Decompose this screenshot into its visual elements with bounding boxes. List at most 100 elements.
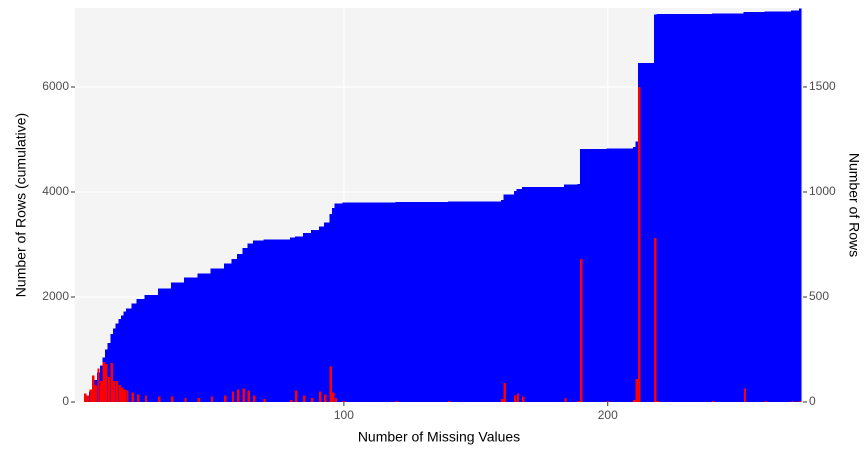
count-bar [136,394,140,402]
count-bar [332,392,335,402]
x-tick-label: 200 [598,408,618,422]
count-bar [223,395,227,402]
count-bar [121,387,124,402]
count-bar [263,398,266,402]
count-bar [799,400,802,402]
y2-tick-label: 1500 [809,79,836,93]
count-bar [197,397,200,402]
cumulative-bar [136,299,145,402]
cumulative-bar [606,148,633,402]
cumulative-bar [252,240,264,402]
count-bar [89,389,92,402]
count-bar [131,392,134,402]
cumulative-bar [310,229,319,402]
count-bar [126,390,129,402]
count-bar [656,400,660,402]
count-bar [84,393,87,402]
cumulative-bar [184,277,198,402]
count-bar [342,400,346,402]
cumulative-bar [144,294,158,402]
count-bar [329,366,332,402]
y-tick-label: 4000 [42,184,69,198]
cumulative-bar [120,315,124,402]
y-tick-label: 0 [62,394,69,408]
cumulative-bar [653,14,657,403]
cumulative-bar [242,248,248,402]
cumulative-bar [131,303,137,402]
count-bar [580,259,583,402]
count-bar [86,395,90,402]
cumulative-bar [395,201,449,402]
count-bar [606,400,609,402]
cumulative-bar [656,14,712,402]
count-bar [97,368,100,402]
count-bar [334,397,338,402]
cumulative-bar [118,319,121,402]
cumulative-bar [107,343,111,402]
count-bar [577,400,580,402]
count-bar [247,390,251,402]
count-bar [210,396,214,402]
count-bar [791,400,794,402]
count-bar [295,390,298,402]
count-bar [303,395,306,402]
count-bar [635,378,638,402]
count-bar [743,388,747,402]
cumulative-bar [324,222,330,402]
cumulative-bar [577,184,581,402]
cumulative-bar [564,184,578,402]
count-bar [123,389,127,402]
count-bar [242,388,245,402]
x-tick-label: 100 [334,408,354,422]
count-bar [632,399,636,402]
count-bar [638,86,641,402]
count-bar [105,364,108,402]
cumulative-bar [334,203,343,402]
cumulative-bar [448,201,501,402]
count-bar [289,399,293,402]
cumulative-bar [237,253,243,402]
count-bar [514,395,517,402]
count-bar [516,393,520,402]
cumulative-bar [289,237,296,402]
cumulative-bar [115,323,119,402]
cumulative-bar [197,273,211,402]
count-bar [564,397,567,402]
count-bar [503,383,507,402]
count-bar [712,400,715,402]
cumulative-bar [123,311,127,402]
cumulative-bar [295,236,303,402]
x-axis-title: Number of Missing Values [358,429,520,445]
cumulative-bar [263,239,290,402]
cumulative-bar [329,214,333,402]
count-bar [318,391,322,402]
count-bar [107,376,111,402]
cumulative-bar [580,148,607,402]
count-bar [92,375,95,402]
cumulative-bar [223,263,232,402]
cumulative-bar [500,199,504,402]
count-bar [118,385,121,402]
cumulative-bar [635,141,639,402]
cumulative-bar [112,328,116,402]
count-bar [395,400,398,402]
cumulative-bar [247,243,253,402]
count-bar [115,380,119,402]
cumulative-bar [514,190,517,402]
cumulative-bar [342,202,396,402]
y-tick-label: 2000 [42,289,69,303]
count-bar [311,397,314,402]
count-bar [237,389,240,402]
y2-tick-label: 0 [809,394,816,408]
cumulative-bar [764,11,792,403]
y-tick-label: 6000 [42,79,69,93]
count-bar [522,396,525,402]
cumulative-bar [157,288,172,402]
y2-tick-label: 1000 [809,184,836,198]
cumulative-bar [503,194,515,402]
count-bar [501,398,504,402]
cumulative-bar [318,226,325,402]
cumulative-bar [743,11,765,402]
